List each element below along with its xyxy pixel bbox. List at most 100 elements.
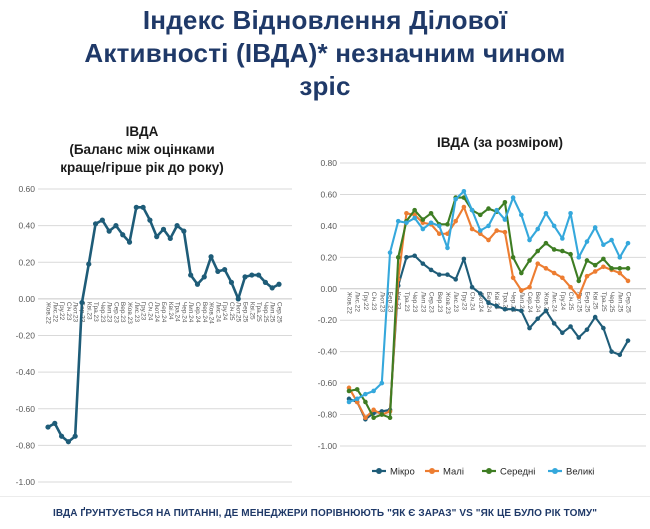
- svg-text:Жов.22: Жов.22: [346, 292, 353, 314]
- data-point: [181, 228, 187, 234]
- data-point: [363, 399, 368, 405]
- data-point: [420, 220, 426, 226]
- svg-text:Кві.25: Кві.25: [248, 302, 256, 320]
- data-point: [174, 223, 180, 229]
- data-point: [412, 207, 417, 213]
- data-point: [428, 211, 434, 216]
- data-point: [502, 217, 508, 222]
- data-point: [242, 274, 248, 280]
- data-point: [120, 232, 126, 238]
- data-point: [445, 245, 450, 251]
- data-point: [576, 335, 582, 340]
- data-point: [494, 207, 500, 213]
- data-point: [412, 215, 417, 221]
- svg-text:Січ.23: Січ.23: [65, 302, 73, 321]
- svg-text:Лют.23: Лют.23: [72, 302, 79, 323]
- data-point: [543, 240, 549, 246]
- svg-text:Гру.23: Гру.23: [140, 302, 147, 321]
- svg-text:-0.60: -0.60: [318, 378, 338, 388]
- data-point: [188, 272, 194, 278]
- data-point: [568, 211, 573, 216]
- svg-text:Чер.23: Чер.23: [411, 292, 418, 313]
- svg-text:Лис.22: Лис.22: [354, 292, 361, 313]
- data-point: [154, 234, 160, 240]
- data-point: [560, 248, 565, 254]
- svg-text:-1.00: -1.00: [16, 477, 36, 487]
- svg-text:Тра.23: Тра.23: [92, 302, 99, 322]
- svg-text:Лис.24: Лис.24: [551, 292, 558, 313]
- svg-text:Жов.24: Жов.24: [208, 302, 215, 324]
- data-point: [576, 278, 582, 284]
- data-point: [262, 279, 269, 285]
- svg-text:-0.60: -0.60: [16, 404, 36, 414]
- data-point: [469, 226, 475, 232]
- data-point: [428, 220, 434, 226]
- data-point: [45, 424, 51, 430]
- data-point: [469, 207, 475, 213]
- svg-text:Тра.24: Тра.24: [501, 292, 508, 312]
- data-point: [404, 220, 409, 226]
- data-point: [625, 266, 631, 271]
- data-point: [140, 204, 146, 210]
- data-point: [551, 321, 557, 326]
- svg-text:Сер.24: Сер.24: [194, 302, 201, 323]
- data-point: [510, 306, 516, 312]
- svg-text:Тра.23: Тра.23: [403, 292, 410, 312]
- svg-text:Вер.24: Вер.24: [201, 302, 208, 323]
- data-point: [543, 211, 549, 216]
- legend: Мікро Малі Середні Великі: [372, 467, 594, 478]
- data-point: [560, 275, 565, 281]
- data-point: [58, 433, 65, 439]
- svg-text:ІВДА (за розміром): ІВДА (за розміром): [437, 135, 563, 150]
- data-point: [256, 272, 262, 278]
- svg-text:Січ.24: Січ.24: [146, 302, 154, 321]
- data-point: [584, 327, 590, 332]
- data-point: [502, 229, 508, 235]
- data-point: [543, 266, 549, 271]
- data-point: [249, 272, 255, 278]
- svg-text:-1.00: -1.00: [318, 441, 338, 451]
- data-point: [584, 258, 590, 263]
- data-point: [510, 255, 516, 260]
- svg-text:Лип.25: Лип.25: [616, 292, 623, 313]
- data-point: [379, 380, 385, 386]
- svg-text:-0.40: -0.40: [16, 367, 36, 377]
- legend-item-Великі: Великі: [548, 467, 594, 478]
- chart-svg: ІВДА (Баланс між оцінками краще/гірше рік …: [16, 124, 292, 487]
- data-point: [486, 206, 491, 211]
- svg-text:Вер.23: Вер.23: [436, 292, 443, 313]
- svg-text:Чер.25: Чер.25: [608, 292, 615, 313]
- data-point: [194, 281, 201, 287]
- svg-text:(Баланс між оцінками: (Баланс між оцінками: [69, 142, 214, 157]
- data-point: [404, 211, 409, 216]
- data-point: [346, 396, 352, 402]
- data-point: [560, 330, 565, 336]
- data-point: [584, 273, 590, 279]
- svg-text:Сер.23: Сер.23: [112, 302, 119, 323]
- data-point: [453, 196, 458, 202]
- data-point: [486, 223, 491, 229]
- svg-text:Кві.23: Кві.23: [395, 292, 403, 310]
- data-point: [126, 239, 133, 245]
- svg-text:Сер.24: Сер.24: [526, 292, 533, 313]
- svg-text:Лис.24: Лис.24: [214, 302, 221, 323]
- svg-text:Вер.23: Вер.23: [119, 302, 126, 323]
- data-point: [551, 270, 557, 276]
- data-point: [354, 399, 360, 405]
- data-point: [601, 264, 606, 270]
- data-point: [625, 278, 631, 284]
- data-point: [617, 255, 623, 260]
- svg-text:Січ.24: Січ.24: [469, 292, 477, 311]
- data-point: [617, 352, 623, 358]
- svg-text:0.00: 0.00: [18, 294, 35, 304]
- data-point: [379, 412, 385, 417]
- svg-text:0.40: 0.40: [320, 221, 337, 231]
- svg-text:Січ.25: Січ.25: [228, 302, 236, 321]
- svg-text:-0.20: -0.20: [318, 315, 338, 325]
- data-point: [461, 204, 467, 210]
- series-Великі: [346, 189, 631, 405]
- svg-text:Лис.23: Лис.23: [452, 292, 459, 313]
- svg-text:Лют.24: Лют.24: [153, 302, 160, 323]
- svg-text:-0.80: -0.80: [318, 410, 338, 420]
- data-point: [477, 291, 483, 296]
